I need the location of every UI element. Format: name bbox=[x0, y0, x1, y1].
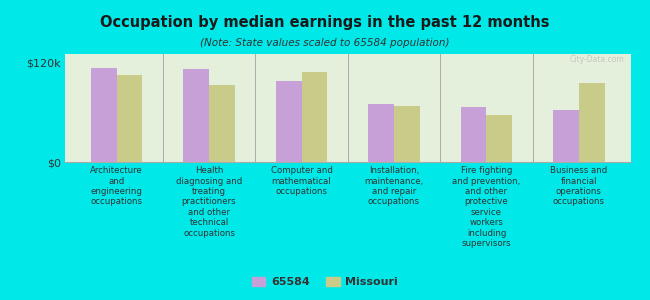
Bar bbox=[368, 104, 394, 162]
Bar bbox=[579, 83, 604, 162]
Bar bbox=[553, 110, 579, 162]
Bar bbox=[91, 68, 116, 162]
Text: City-Data.com: City-Data.com bbox=[570, 55, 625, 64]
Bar bbox=[461, 107, 486, 162]
Text: Occupation by median earnings in the past 12 months: Occupation by median earnings in the pas… bbox=[100, 15, 550, 30]
Bar bbox=[486, 116, 512, 162]
Bar bbox=[302, 72, 328, 162]
Bar bbox=[116, 75, 142, 162]
Bar bbox=[209, 85, 235, 162]
Legend: 65584, Missouri: 65584, Missouri bbox=[248, 272, 402, 291]
Bar bbox=[183, 69, 209, 162]
Text: (Note: State values scaled to 65584 population): (Note: State values scaled to 65584 popu… bbox=[200, 38, 450, 47]
Bar bbox=[394, 106, 420, 162]
Bar bbox=[276, 81, 302, 162]
